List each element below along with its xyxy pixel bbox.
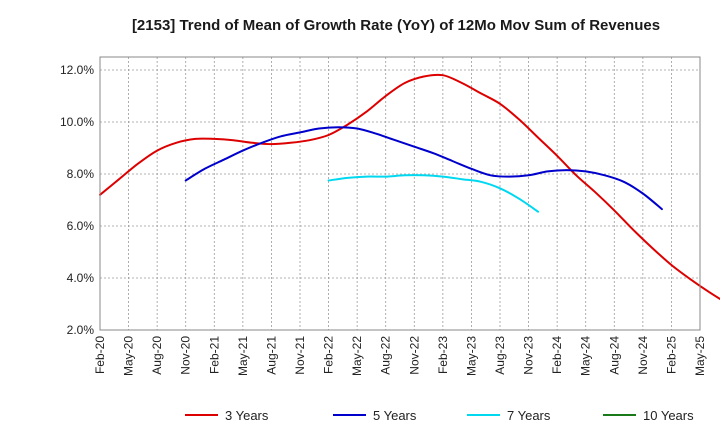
x-tick-label: Aug-21 xyxy=(264,336,278,375)
y-tick-label: 4.0% xyxy=(67,271,95,285)
x-tick-label: Feb-22 xyxy=(322,336,336,374)
x-tick-label: May-21 xyxy=(236,336,250,376)
y-tick-label: 10.0% xyxy=(60,115,94,129)
y-tick-label: 8.0% xyxy=(67,167,95,181)
x-tick-label: Nov-23 xyxy=(522,336,536,375)
x-tick-label: Nov-24 xyxy=(636,336,650,375)
x-tick-label: May-25 xyxy=(693,336,707,376)
series-line-7-years xyxy=(327,174,540,213)
x-axis-ticks: Feb-20 May-20 Aug-20 Nov-20 Feb-21 May-21 Aug-… xyxy=(93,336,707,376)
series-line-3-years xyxy=(99,73,720,301)
x-tick-label: Feb-24 xyxy=(550,336,564,374)
chart-title: [2153] Trend of Mean of Growth Rate (YoY… xyxy=(132,17,660,34)
x-tick-label: Feb-20 xyxy=(93,336,107,374)
y-tick-label: 6.0% xyxy=(67,219,95,233)
grid xyxy=(99,57,701,331)
x-tick-label: Feb-25 xyxy=(664,336,678,374)
series-line-5-years xyxy=(184,126,663,211)
legend-label-7-years: 7 Years xyxy=(507,408,551,423)
x-tick-label: May-20 xyxy=(122,336,136,376)
x-tick-label: Feb-21 xyxy=(207,336,221,374)
y-tick-label: 2.0% xyxy=(67,323,95,337)
x-tick-label: Aug-22 xyxy=(379,336,393,375)
x-tick-label: May-22 xyxy=(350,336,364,376)
legend: 3 Years 5 Years 7 Years 10 Years xyxy=(185,408,694,423)
y-axis-ticks: 2.0% 4.0% 6.0% 8.0% 10.0% 12.0% xyxy=(60,63,94,337)
x-tick-label: Nov-22 xyxy=(407,336,421,375)
x-tick-label: May-23 xyxy=(464,336,478,376)
x-tick-label: May-24 xyxy=(579,336,593,376)
x-tick-label: Aug-24 xyxy=(607,336,621,375)
legend-label-3-years: 3 Years xyxy=(225,408,269,423)
x-tick-label: Nov-20 xyxy=(179,336,193,375)
x-tick-label: Nov-21 xyxy=(293,336,307,375)
x-tick-label: Feb-23 xyxy=(436,336,450,374)
legend-label-10-years: 10 Years xyxy=(643,408,694,423)
plot-area-border xyxy=(99,56,701,331)
legend-label-5-years: 5 Years xyxy=(373,408,417,423)
y-tick-label: 12.0% xyxy=(60,63,94,77)
x-tick-label: Aug-23 xyxy=(493,336,507,375)
x-tick-label: Aug-20 xyxy=(150,336,164,375)
series-lines xyxy=(99,73,720,301)
